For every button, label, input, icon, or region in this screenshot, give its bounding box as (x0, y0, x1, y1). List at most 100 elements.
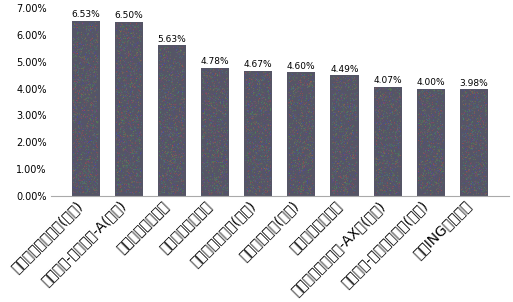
Point (133, 78, 141, 82)
Point (174, 189, 182, 194)
Point (116, 157, 125, 162)
Point (310, 84, 318, 89)
Point (291, 90, 300, 95)
Point (69, 147, 77, 152)
Point (481, 170, 489, 175)
Point (379, 148, 387, 153)
Point (472, 128, 481, 133)
Point (372, 184, 380, 189)
Point (340, 102, 348, 107)
Point (248, 113, 256, 117)
Point (166, 85, 174, 90)
Point (175, 131, 183, 136)
Point (421, 155, 429, 159)
Point (129, 160, 137, 165)
Point (332, 98, 340, 103)
Point (430, 107, 438, 112)
Point (164, 150, 172, 155)
Point (126, 66, 134, 71)
Point (421, 130, 429, 135)
Point (136, 59, 144, 64)
Point (343, 106, 351, 111)
Point (73, 149, 81, 153)
Point (332, 146, 341, 151)
Point (329, 110, 338, 115)
Point (217, 69, 225, 73)
Point (467, 182, 475, 187)
Point (341, 110, 349, 114)
Point (257, 109, 265, 114)
Point (418, 154, 426, 159)
Point (466, 177, 475, 182)
Point (210, 83, 218, 88)
Point (166, 150, 174, 155)
Point (92, 190, 100, 195)
Point (165, 63, 173, 68)
Point (124, 98, 132, 103)
Point (122, 88, 130, 93)
Point (175, 153, 183, 157)
Point (72, 126, 80, 131)
Point (259, 150, 267, 155)
Point (116, 166, 125, 171)
Point (342, 134, 350, 139)
Point (72, 147, 81, 152)
Point (71, 43, 79, 48)
Point (81, 80, 89, 85)
Point (166, 134, 174, 139)
Point (156, 47, 165, 52)
Point (418, 162, 426, 167)
Point (161, 174, 169, 178)
Point (135, 52, 143, 57)
Point (460, 117, 468, 122)
Point (81, 85, 89, 89)
Point (331, 91, 340, 95)
Point (158, 57, 166, 62)
Point (431, 191, 440, 195)
Point (351, 86, 360, 91)
Point (256, 174, 265, 178)
Point (438, 131, 446, 136)
Point (71, 113, 79, 117)
Point (120, 115, 128, 120)
Point (299, 165, 307, 170)
Point (393, 122, 401, 127)
Point (71, 71, 80, 76)
Point (71, 127, 79, 132)
Point (258, 105, 266, 110)
Point (82, 157, 90, 162)
Point (173, 188, 182, 193)
Point (114, 68, 122, 72)
Point (122, 56, 130, 61)
Point (380, 190, 388, 194)
Point (173, 170, 181, 175)
Point (261, 160, 269, 165)
Point (71, 135, 79, 140)
Point (466, 122, 474, 127)
Point (247, 104, 255, 109)
Point (289, 188, 298, 192)
Point (429, 104, 438, 109)
Point (156, 92, 164, 97)
Point (179, 69, 187, 74)
Point (135, 185, 143, 190)
Point (91, 95, 99, 100)
Point (127, 110, 135, 115)
Point (90, 38, 98, 43)
Point (473, 131, 482, 136)
Point (85, 79, 93, 84)
Point (479, 107, 487, 112)
Point (305, 117, 313, 122)
Point (94, 76, 102, 80)
Point (126, 123, 134, 128)
Point (462, 188, 470, 193)
Point (477, 127, 485, 132)
Point (305, 121, 313, 126)
Point (84, 71, 92, 76)
Point (168, 184, 176, 188)
Point (77, 117, 86, 122)
Point (419, 159, 427, 164)
Point (289, 85, 297, 90)
Point (438, 108, 446, 113)
Point (179, 139, 187, 143)
